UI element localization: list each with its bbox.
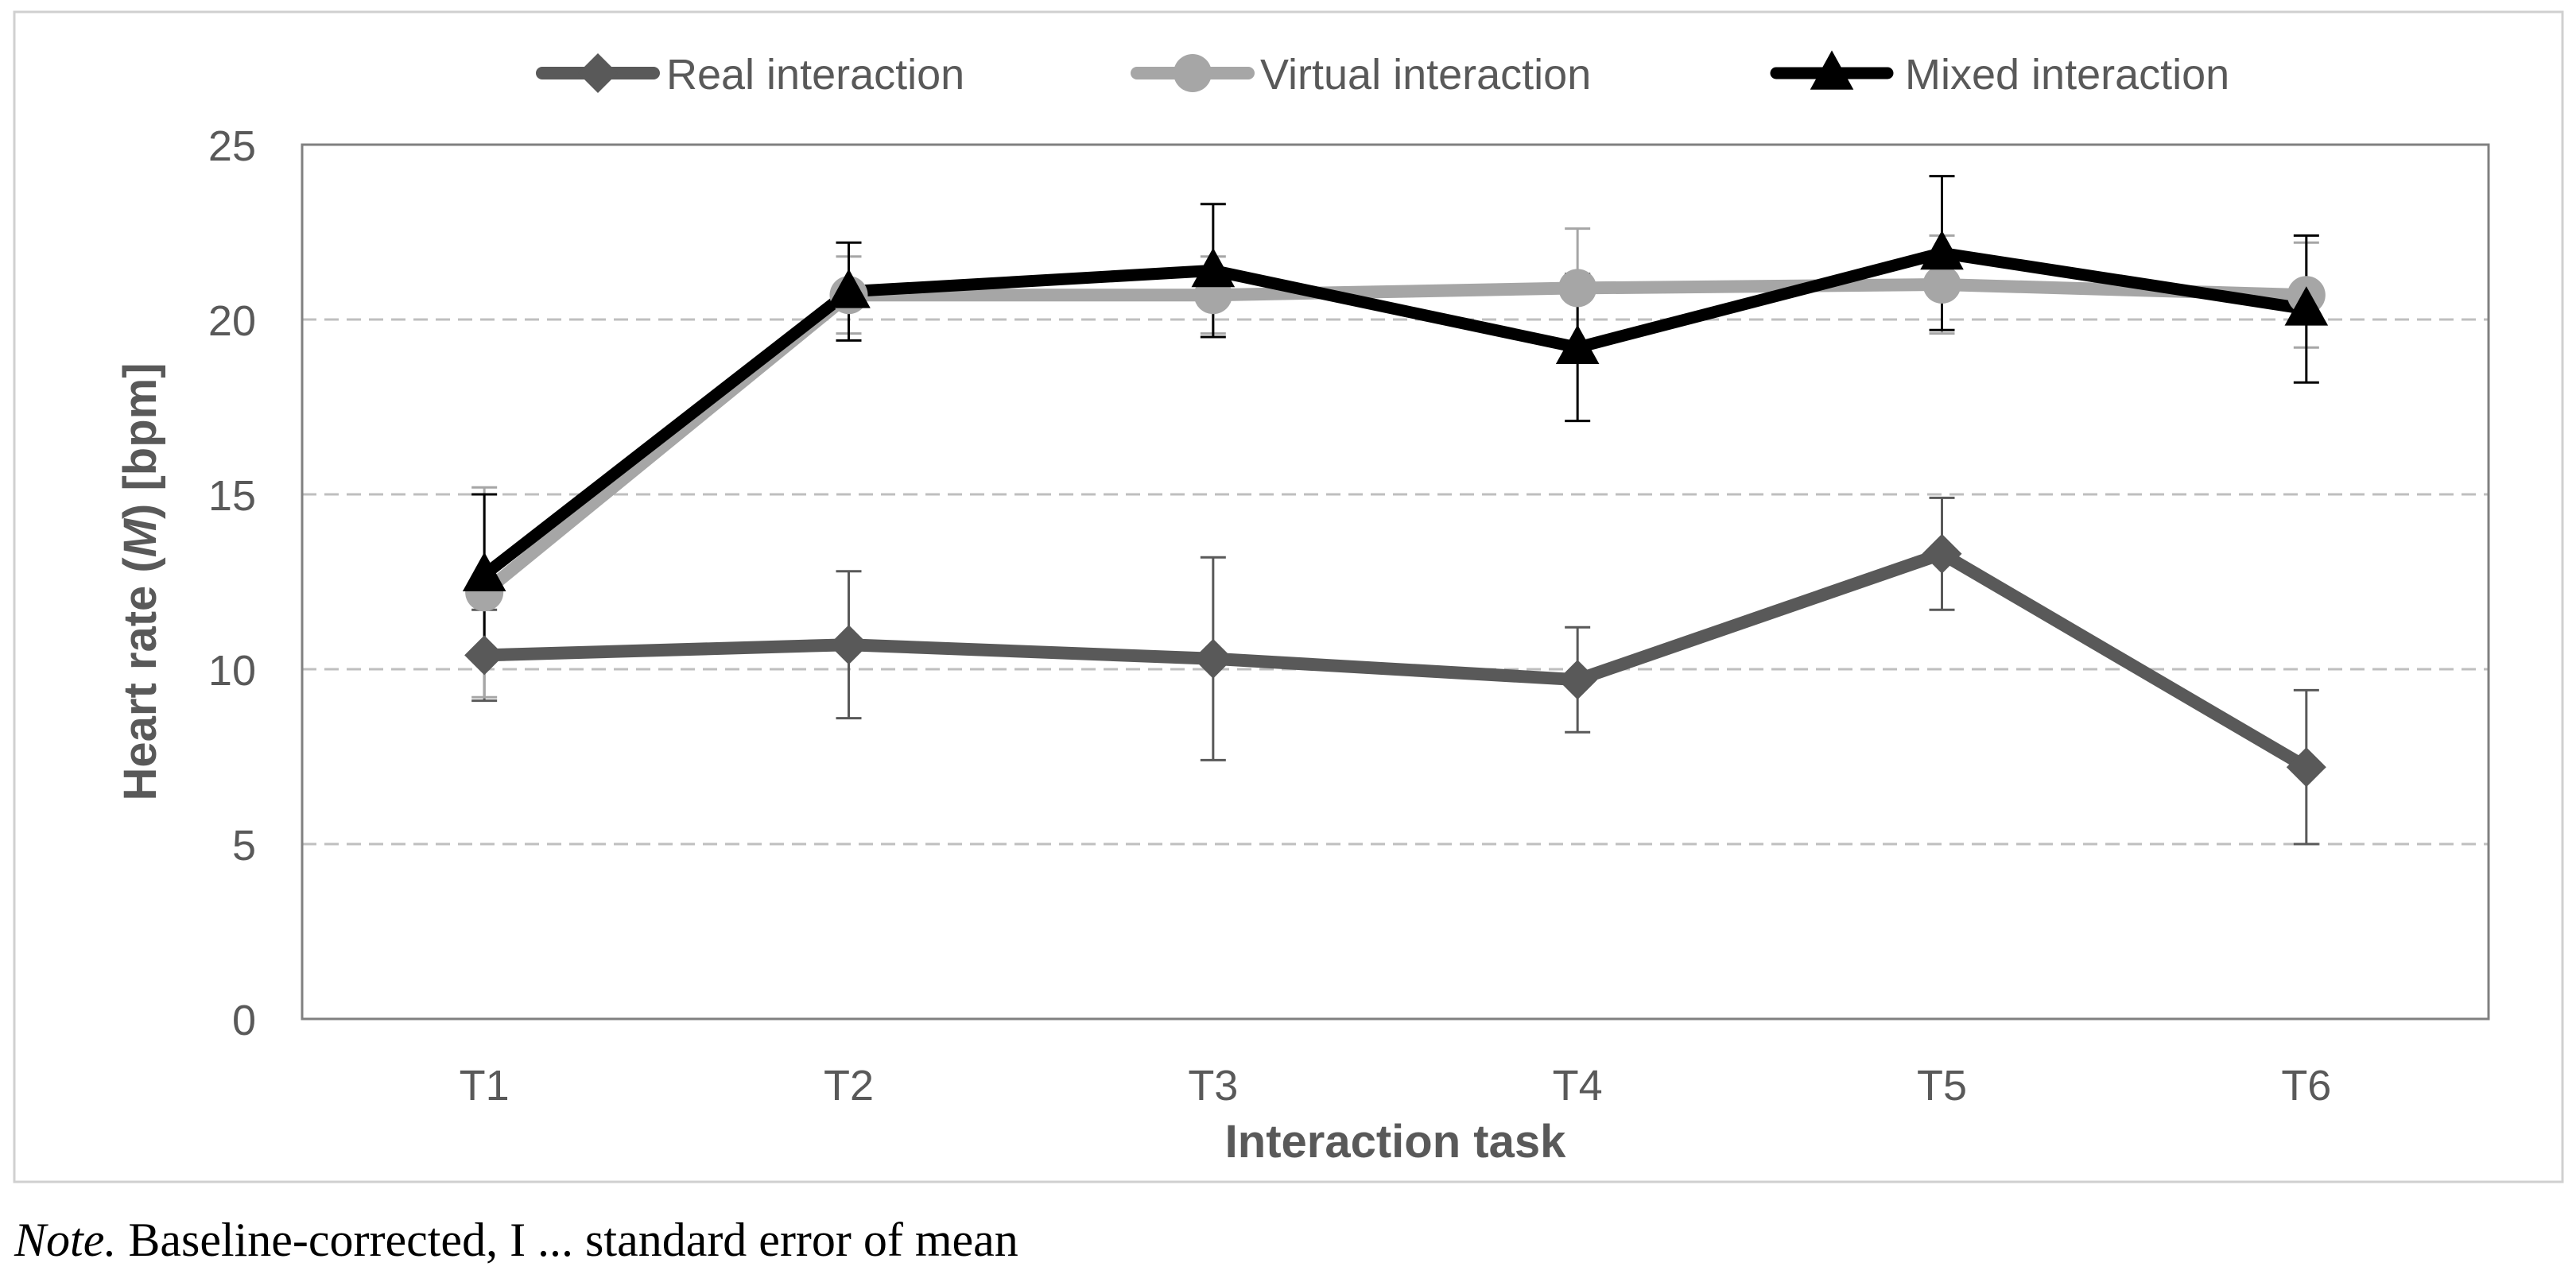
legend-label-virtual-interaction: Virtual interaction: [1260, 51, 1591, 99]
legend-label-real-interaction: Real interaction: [666, 51, 964, 99]
real-interaction-point-t5: [1922, 533, 1962, 574]
y-axis-label-italic: M: [114, 517, 166, 557]
y-tick-label-10: 10: [208, 647, 256, 695]
legend-item-mixed-interaction: Mixed interaction: [1770, 50, 2229, 99]
x-tick-label-t4: T4: [1553, 1062, 1603, 1110]
note: Note. Baseline-corrected, I ... standard…: [14, 1213, 1018, 1268]
y-tick-label-15: 15: [208, 472, 256, 520]
legend-marker-real-interaction: [578, 53, 618, 93]
x-tick-label-t5: T5: [1917, 1062, 1967, 1110]
y-axis-label: Heart rate (M) [bpm]: [114, 362, 166, 800]
legend-marker-virtual-interaction: [1174, 54, 1212, 92]
real-interaction-point-t3: [1193, 638, 1233, 679]
y-tick-label-25: 25: [208, 122, 256, 170]
virtual-interaction-point-t5: [1922, 265, 1961, 304]
real-interaction-point-t1: [464, 635, 505, 676]
y-tick-label-5: 5: [232, 822, 256, 870]
x-tick-label-t6: T6: [2281, 1062, 2331, 1110]
real-interaction-point-t2: [828, 625, 869, 665]
legend-label-mixed-interaction: Mixed interaction: [1905, 51, 2229, 99]
real-interaction-line: [478, 547, 2313, 774]
legend-item-virtual-interaction: Virtual interaction: [1131, 51, 1591, 99]
mixed-interaction-point-t3: [1191, 247, 1236, 288]
mixed-interaction-point-t2: [827, 269, 871, 308]
mixed-interaction-point-t5: [1920, 230, 1964, 270]
y-axis-label-suffix: ) [bpm]: [114, 362, 166, 519]
mixed-interaction-line: [478, 246, 2313, 581]
y-tick-label-20: 20: [208, 297, 256, 345]
x-tick-label-t3: T3: [1188, 1062, 1238, 1110]
plot-area: [301, 143, 2490, 1021]
real-interaction-point-t4: [1558, 660, 1598, 700]
mixed-interaction-point-t4: [1555, 324, 1600, 364]
legend-item-real-interaction: Real interaction: [536, 51, 964, 99]
chart-frame: [13, 10, 2564, 1183]
note-text: Baseline-corrected, I ... standard error…: [116, 1214, 1018, 1266]
real-interaction-point-t6: [2286, 747, 2326, 788]
mixed-interaction-point-t6: [2284, 286, 2329, 326]
note-label: Note.: [14, 1214, 117, 1266]
virtual-interaction-point-t4: [1558, 269, 1597, 308]
legend-marker-mixed-interaction: [1810, 50, 1854, 90]
x-tick-label-t1: T1: [460, 1062, 510, 1110]
mixed-interaction-point-t1: [462, 552, 506, 591]
x-tick-label-t2: T2: [824, 1062, 874, 1110]
y-tick-label-0: 0: [232, 997, 256, 1044]
y-axis-label-prefix: Heart rate (: [114, 557, 166, 801]
x-axis-label: Interaction task: [1225, 1116, 1566, 1168]
